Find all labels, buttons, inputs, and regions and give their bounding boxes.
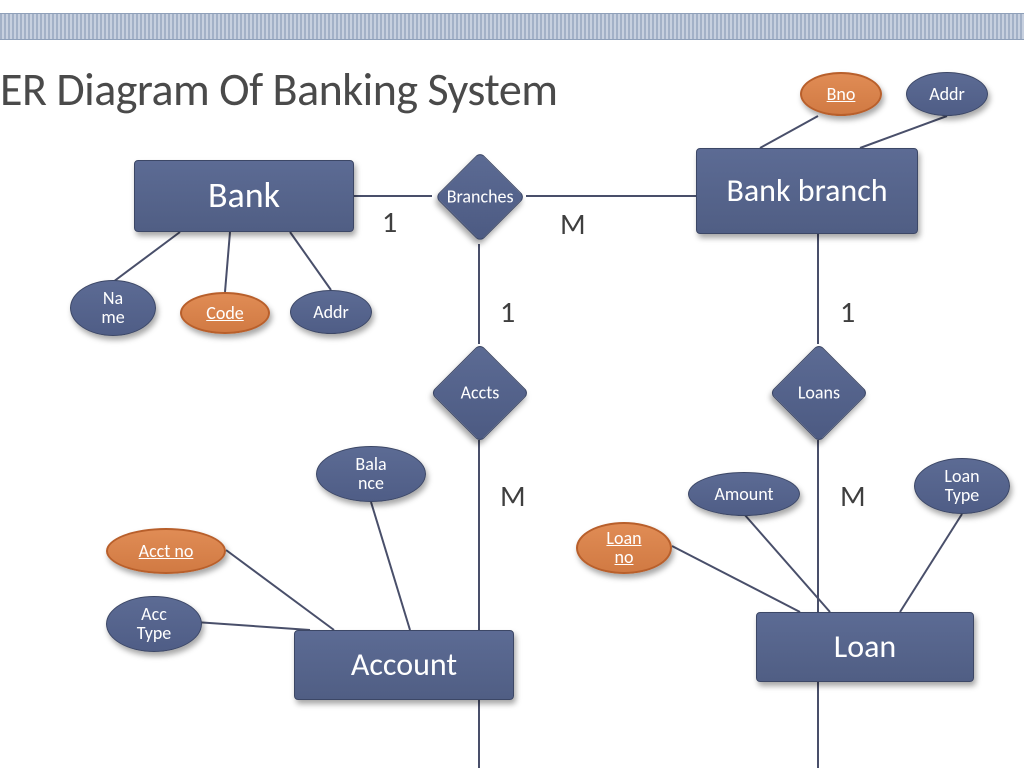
relationship-branches: Branches [435, 152, 526, 243]
attribute-loan_no: Loanno [576, 522, 672, 574]
entity-loan: Loan [756, 612, 974, 682]
cardinality-label: M [500, 478, 526, 515]
attribute-loan_type: LoanType [914, 458, 1010, 514]
cardinality-label: 1 [382, 204, 397, 241]
diagram-canvas: Bank Bank branch Account Loan Branches Accts L… [0, 0, 1024, 768]
attribute-bank_name: Name [70, 280, 156, 336]
attribute-loan_amount: Amount [688, 472, 800, 516]
cardinality-label: M [560, 206, 586, 243]
cardinality-label: M [840, 478, 866, 515]
cardinality-label: 1 [500, 294, 515, 331]
attribute-acct_type: AccType [106, 596, 202, 652]
relationship-loans: Loans [770, 344, 869, 443]
attribute-bank_code: Code [180, 292, 270, 334]
entity-account: Account [294, 630, 514, 700]
entity-bank: Bank [134, 160, 354, 232]
attribute-acct_no: Acct no [106, 528, 226, 574]
cardinality-label: 1 [840, 294, 855, 331]
attribute-branch_bno: Bno [800, 72, 882, 116]
attribute-acct_balance: Balance [316, 446, 426, 502]
entity-branch: Bank branch [696, 148, 918, 234]
attribute-bank_addr: Addr [290, 290, 372, 334]
attribute-branch_addr: Addr [906, 72, 988, 116]
relationship-accts: Accts [431, 344, 530, 443]
